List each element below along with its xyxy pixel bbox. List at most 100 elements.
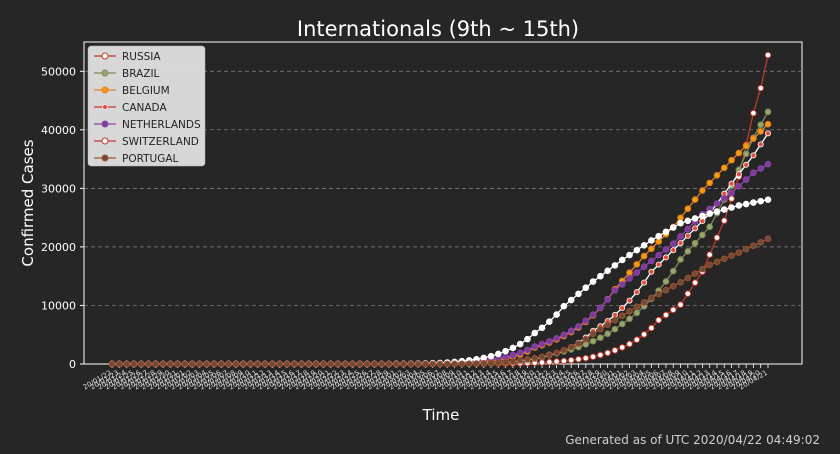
data-point bbox=[735, 249, 743, 256]
data-point bbox=[626, 251, 633, 259]
data-point bbox=[655, 290, 662, 298]
data-point bbox=[575, 322, 582, 330]
data-point bbox=[677, 301, 684, 308]
data-point bbox=[742, 176, 750, 183]
data-point bbox=[757, 121, 765, 129]
data-point bbox=[553, 358, 560, 365]
data-point bbox=[684, 274, 692, 282]
data-point bbox=[728, 204, 735, 211]
data-point bbox=[713, 208, 721, 215]
data-point bbox=[757, 84, 765, 92]
data-point bbox=[181, 360, 189, 368]
data-point bbox=[597, 334, 604, 342]
data-point bbox=[502, 353, 509, 361]
data-point bbox=[677, 256, 684, 263]
data-point bbox=[538, 353, 546, 361]
data-point bbox=[145, 360, 152, 368]
data-point bbox=[662, 286, 670, 294]
legend-item: CANADA bbox=[94, 102, 167, 114]
data-point bbox=[516, 340, 524, 348]
series-line bbox=[112, 123, 769, 365]
data-point bbox=[742, 142, 750, 150]
data-point bbox=[633, 303, 641, 311]
data-point bbox=[750, 199, 757, 206]
series-russia bbox=[108, 51, 772, 368]
data-point bbox=[400, 360, 407, 368]
data-point bbox=[648, 268, 655, 275]
data-point bbox=[152, 360, 160, 368]
data-point bbox=[677, 214, 684, 222]
data-point bbox=[597, 272, 604, 280]
data-point bbox=[669, 282, 677, 290]
data-point bbox=[487, 352, 495, 360]
data-point bbox=[677, 233, 684, 240]
data-point bbox=[706, 210, 713, 217]
data-point bbox=[516, 356, 524, 364]
legend-item: BRAZIL bbox=[94, 68, 160, 80]
data-point bbox=[458, 360, 466, 368]
data-point bbox=[626, 315, 633, 323]
data-point bbox=[567, 356, 575, 364]
data-point bbox=[720, 255, 728, 263]
data-point bbox=[655, 316, 662, 324]
data-point bbox=[618, 256, 626, 264]
data-point bbox=[765, 130, 772, 137]
data-point bbox=[604, 267, 611, 275]
x-axis-label: Time bbox=[422, 406, 460, 424]
data-point bbox=[743, 161, 750, 168]
y-tick-label: 0 bbox=[69, 358, 76, 371]
data-point bbox=[553, 311, 560, 318]
legend-swatch-marker bbox=[101, 120, 109, 128]
data-point bbox=[720, 164, 728, 172]
data-point bbox=[341, 360, 349, 368]
data-point bbox=[640, 252, 648, 260]
data-point bbox=[604, 321, 611, 329]
data-point bbox=[480, 360, 488, 367]
data-point bbox=[757, 141, 764, 148]
data-point bbox=[487, 359, 495, 367]
data-point bbox=[604, 296, 611, 303]
data-point bbox=[655, 261, 662, 268]
data-point bbox=[757, 197, 765, 205]
data-point bbox=[480, 354, 488, 362]
data-point bbox=[546, 358, 553, 366]
data-point bbox=[640, 331, 648, 338]
data-point bbox=[378, 360, 385, 368]
legend-swatch-marker bbox=[101, 137, 109, 145]
data-point bbox=[742, 245, 750, 253]
data-point bbox=[757, 128, 765, 135]
data-point bbox=[363, 360, 371, 368]
data-point bbox=[720, 194, 728, 202]
data-point bbox=[283, 360, 291, 368]
y-tick-label: 30000 bbox=[41, 182, 76, 195]
data-point bbox=[669, 306, 677, 314]
data-point bbox=[575, 340, 582, 347]
data-point bbox=[662, 254, 669, 261]
legend-label: NETHERLANDS bbox=[122, 119, 201, 131]
data-point bbox=[655, 251, 662, 259]
data-point bbox=[225, 360, 232, 368]
data-point bbox=[567, 343, 575, 351]
data-point bbox=[247, 360, 254, 368]
data-point bbox=[720, 217, 728, 224]
data-point bbox=[728, 195, 735, 202]
data-point bbox=[516, 349, 524, 357]
data-point bbox=[691, 215, 699, 222]
data-point bbox=[735, 202, 743, 209]
x-axis: 20/01/2220/01/2320/01/2420/01/2520/01/26… bbox=[82, 364, 769, 391]
legend-swatch-marker bbox=[101, 69, 109, 77]
data-point bbox=[611, 316, 619, 324]
legend-label: CANADA bbox=[122, 102, 167, 114]
data-point bbox=[290, 360, 298, 368]
data-point bbox=[611, 311, 618, 318]
data-point bbox=[735, 149, 743, 157]
series-lines bbox=[108, 51, 772, 368]
data-point bbox=[604, 349, 611, 357]
legend: RUSSIA BRAZIL BELGIUM CANADA NETHERLANDS SWIT… bbox=[87, 45, 206, 167]
data-point bbox=[633, 309, 641, 317]
y-tick-label: 50000 bbox=[41, 65, 76, 78]
data-point bbox=[618, 320, 626, 328]
data-point bbox=[640, 263, 648, 270]
legend-item: PORTUGAL bbox=[94, 153, 179, 165]
